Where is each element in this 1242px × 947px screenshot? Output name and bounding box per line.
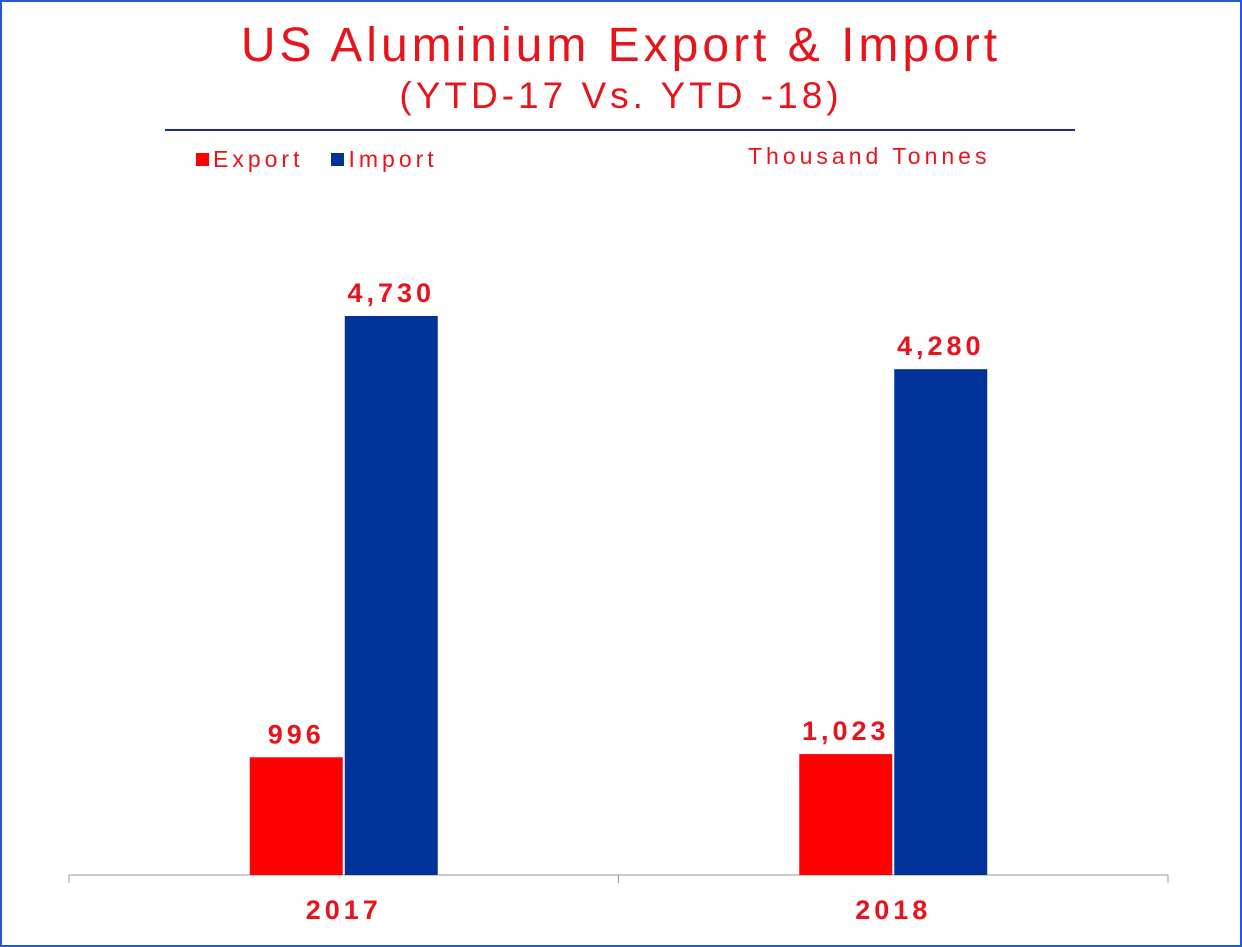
data-label-export-2018: 1,023 [802,716,890,746]
bar-import-2017 [344,316,438,875]
bar-export-2018 [799,754,893,875]
bar-export-2017 [249,757,343,875]
legend-label-export: Export [213,146,304,172]
unit-label: Thousand Tonnes [748,143,991,169]
legend-swatch-export [196,153,209,166]
chart-subtitle: (YTD-17 Vs. YTD -18) [399,75,843,116]
data-label-import-2018: 4,280 [897,331,985,361]
legend-label-import: Import [348,146,438,172]
data-label-import-2017: 4,730 [347,278,435,308]
legend-swatch-import [331,153,345,166]
legend-item-import: Import [331,146,437,173]
title-divider [165,129,1075,131]
chart-title: US Aluminium Export & Import [240,19,1002,72]
legend: Export Import [196,146,466,173]
data-label-export-2017: 996 [268,719,325,749]
x-tick-label-2018: 2018 [855,895,931,925]
x-tick-label-2017: 2017 [306,895,382,925]
legend-item-export: Export [196,146,303,173]
bar-import-2018 [894,369,988,875]
